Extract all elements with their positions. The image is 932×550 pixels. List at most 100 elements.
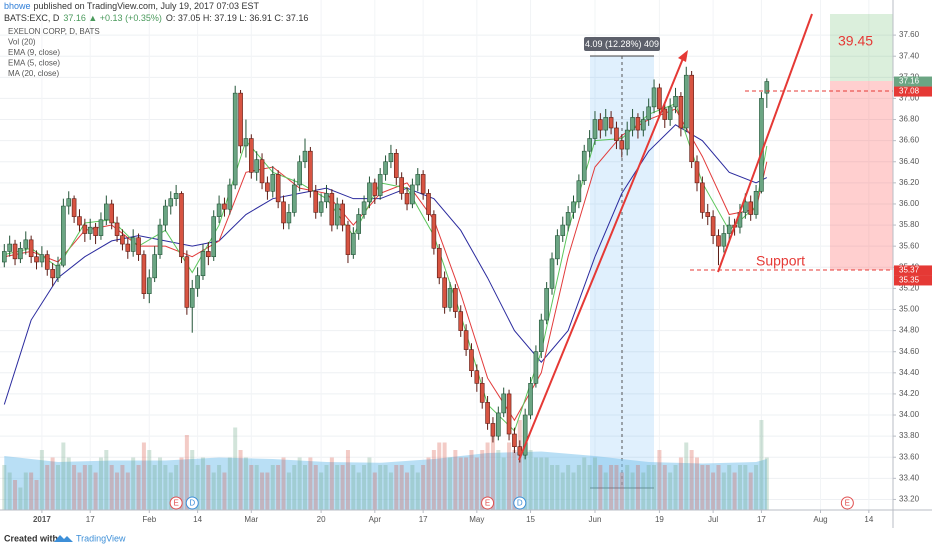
- candle-body: [163, 205, 168, 226]
- volume-bar: [168, 472, 173, 510]
- candle-body: [243, 138, 249, 147]
- candle-body: [490, 423, 496, 437]
- candle-body: [334, 203, 340, 226]
- price-badge: [894, 76, 932, 87]
- volume-bar: [431, 450, 436, 510]
- candle-body: [694, 161, 700, 184]
- published: published on TradingView.com, July 19, 2…: [34, 1, 260, 11]
- volume-bar: [270, 465, 275, 510]
- candle-body: [61, 205, 66, 266]
- event-label: D: [189, 499, 195, 508]
- volume-bar: [217, 465, 222, 510]
- candle-body: [753, 190, 759, 215]
- volume-bar: [732, 472, 737, 510]
- volume-bar: [260, 472, 265, 510]
- target-label: 39.45: [838, 33, 873, 49]
- event-label: E: [173, 499, 178, 508]
- candle-body: [447, 288, 453, 308]
- candle-body: [259, 159, 265, 184]
- candle-body: [297, 161, 302, 186]
- candle-body: [361, 201, 367, 215]
- candle-body: [641, 119, 646, 131]
- candle-body: [71, 198, 77, 217]
- x-tick-label: 19: [655, 515, 664, 524]
- candle-body: [206, 251, 211, 258]
- candle-body: [275, 174, 281, 203]
- volume-bar: [104, 450, 109, 510]
- measure-box: [584, 37, 660, 51]
- volume-bar: [442, 442, 447, 510]
- volume-bar: [533, 457, 538, 510]
- candle-body: [549, 258, 555, 289]
- volume-bar: [625, 465, 630, 510]
- candle-body: [383, 161, 388, 175]
- volume-bar: [72, 465, 77, 510]
- volume-bar: [13, 480, 18, 510]
- volume-bar: [184, 435, 189, 510]
- candle-body: [120, 235, 125, 245]
- volume-bar: [512, 450, 517, 510]
- footer-brand: TradingView: [76, 533, 126, 543]
- y-tick-label: 37.00: [899, 94, 920, 103]
- x-tick-label: Apr: [369, 515, 382, 524]
- y-tick-label: 34.60: [899, 347, 920, 356]
- volume-bar: [576, 465, 581, 510]
- stop-zone: [830, 81, 893, 270]
- candle-body: [302, 150, 308, 163]
- candle-body: [189, 288, 195, 308]
- volume-bar: [453, 450, 458, 510]
- volume-bar: [437, 442, 442, 510]
- volume-bar: [566, 465, 571, 510]
- y-tick-label: 33.40: [899, 473, 920, 482]
- event-marker: [169, 496, 183, 510]
- symbol: BATS:EXC, D: [4, 13, 60, 23]
- x-tick-label: Feb: [142, 515, 156, 524]
- candle-body: [630, 117, 635, 131]
- volume-bar: [82, 465, 87, 510]
- volume-bar: [555, 465, 560, 510]
- volume-bar: [313, 465, 318, 510]
- volume-bar: [705, 465, 710, 510]
- candle-body: [136, 237, 141, 255]
- candle-body: [410, 184, 415, 205]
- volume-bar: [125, 472, 130, 510]
- candle-body: [324, 193, 329, 203]
- volume-bar: [324, 465, 329, 510]
- author: bhowe: [4, 1, 31, 11]
- candle-body: [146, 277, 152, 294]
- candle-body: [28, 239, 34, 258]
- candle-body: [377, 174, 383, 196]
- volume-bar: [673, 465, 678, 510]
- legend: EXELON CORP, D, BATS Vol (20)EMA (9, clos…: [8, 27, 100, 78]
- candle-body: [420, 174, 426, 194]
- volume-bar: [98, 457, 103, 510]
- volume-bar: [265, 472, 270, 510]
- x-tick-label: Jun: [589, 515, 602, 524]
- volume-bar: [748, 472, 753, 510]
- candle-body: [34, 256, 39, 263]
- volume-bar: [684, 442, 689, 510]
- volume-bar: [619, 472, 624, 510]
- volume-bar: [399, 465, 404, 510]
- price-badge-label: 35.37: [899, 266, 920, 275]
- quote-line: BATS:EXC, D 37.16 ▲ +0.13 (+0.35%) O: 37.0…: [4, 13, 308, 23]
- candle-body: [453, 288, 458, 312]
- x-tick-label: 14: [193, 515, 202, 524]
- candle-body: [726, 224, 732, 234]
- volume-bar: [109, 465, 114, 510]
- volume-bar: [131, 457, 136, 510]
- y-tick-label: 36.60: [899, 136, 920, 145]
- volume-bar: [678, 457, 683, 510]
- arrow-head: [678, 50, 688, 62]
- volume-bar: [254, 465, 259, 510]
- volume-bar: [662, 465, 667, 510]
- candle-body: [222, 203, 227, 210]
- candle-body: [141, 254, 147, 294]
- candle-body: [98, 219, 104, 236]
- volume-bar: [716, 465, 721, 510]
- candle-body: [50, 269, 55, 279]
- y-tick-label: 35.60: [899, 241, 920, 250]
- candle-body: [114, 222, 120, 236]
- volume-bar: [668, 472, 673, 510]
- candle-body: [506, 393, 512, 435]
